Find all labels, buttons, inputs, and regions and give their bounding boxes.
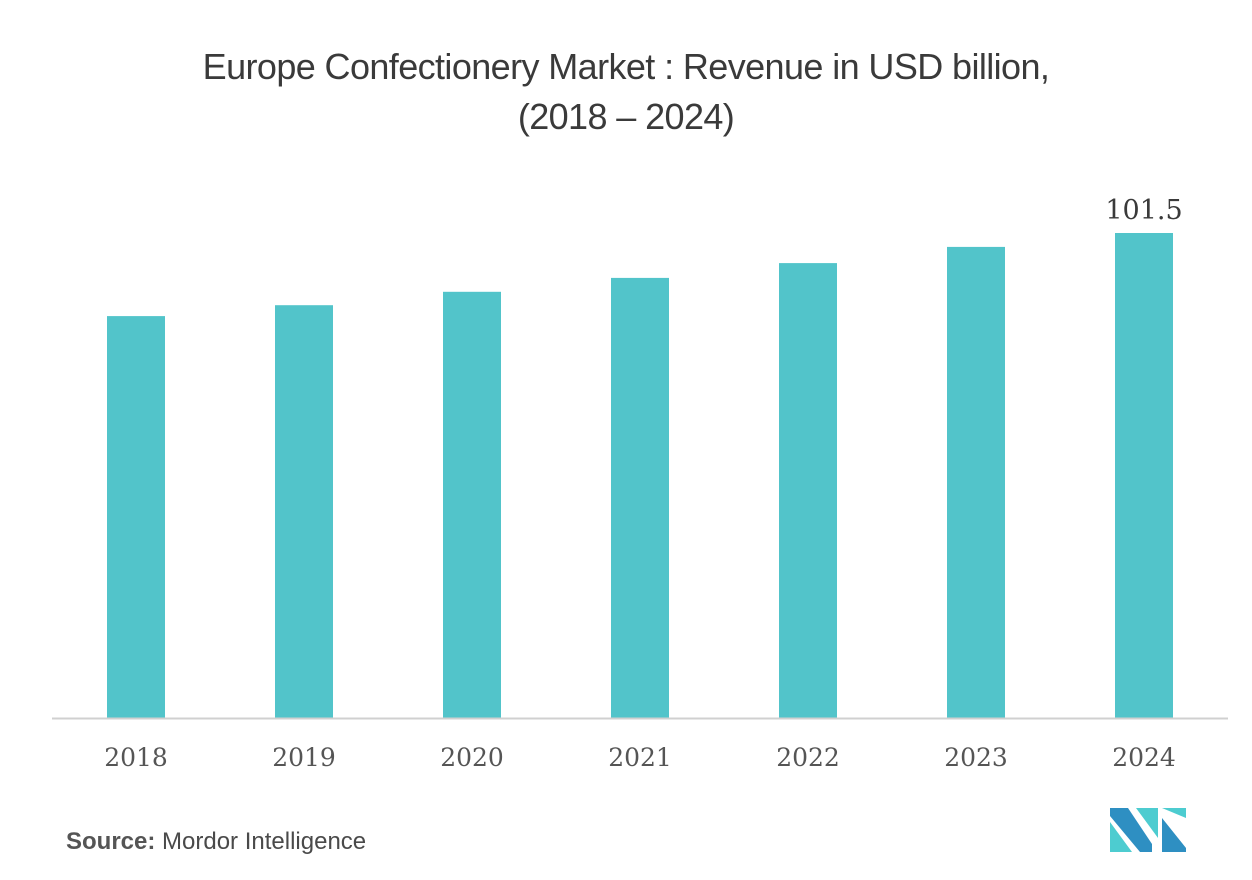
- bar-2024: [1115, 233, 1173, 718]
- x-tick-label-2019: 2019: [272, 743, 336, 772]
- source-name: Mordor Intelligence: [162, 828, 367, 855]
- bar-2019: [275, 305, 333, 718]
- x-tick-label-2022: 2022: [776, 743, 840, 772]
- x-tick-label-2021: 2021: [608, 743, 672, 772]
- data-labels: 101.5: [1105, 195, 1182, 226]
- bar-2023: [947, 246, 1005, 718]
- x-tick-label-2024: 2024: [1112, 743, 1176, 772]
- x-tick-label-2020: 2020: [440, 743, 504, 772]
- bar-2022: [779, 263, 837, 718]
- mordor-intelligence-logo-icon: [1110, 808, 1186, 852]
- chart-title-line-2: (2018 – 2024): [517, 96, 735, 137]
- bar-2021: [611, 277, 669, 718]
- x-tick-labels: 2018 2019 2020 2021 2022 2023 2024: [104, 743, 1176, 772]
- x-tick-label-2023: 2023: [944, 743, 1008, 772]
- bars-group: [107, 233, 1173, 718]
- source-note: Source: Mordor Intelligence: [66, 828, 366, 856]
- bar-2020: [443, 291, 501, 718]
- chart-title: Europe Confectionery Market : Revenue in…: [0, 42, 1252, 142]
- bar-2018: [107, 316, 165, 718]
- chart-title-line-1: Europe Confectionery Market : Revenue in…: [202, 46, 1050, 87]
- source-label: Source:: [66, 828, 156, 855]
- data-label-2024: 101.5: [1105, 195, 1182, 226]
- x-tick-label-2018: 2018: [104, 743, 168, 772]
